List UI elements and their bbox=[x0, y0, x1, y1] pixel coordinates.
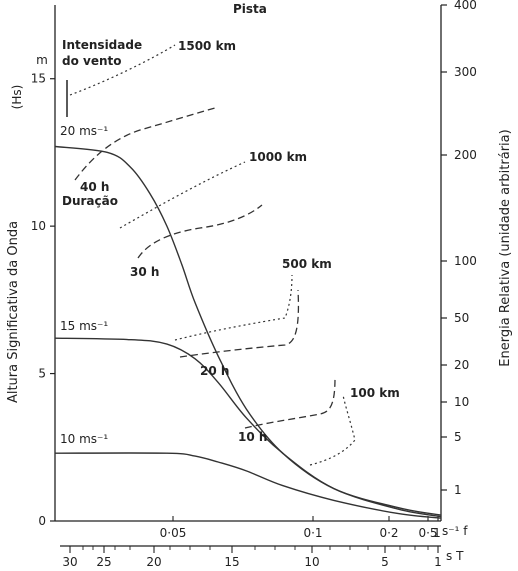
fetch-label: 1500 km bbox=[178, 39, 236, 53]
series-label-15ms: 15 ms⁻¹ bbox=[60, 319, 108, 333]
series-line-1 bbox=[54, 337, 442, 518]
series-line-2 bbox=[54, 452, 442, 519]
left-axis-title: Altura Significativa da Onda bbox=[6, 221, 21, 403]
period-tick-label: 10 bbox=[304, 555, 319, 569]
intensidade-label-1: Intensidade bbox=[62, 38, 142, 52]
right-tick-label: 400 bbox=[454, 0, 477, 12]
wave-height-curves bbox=[54, 145, 442, 519]
fetch-lines: 1500 km 1000 km 500 km 100 km bbox=[69, 39, 400, 466]
right-axis-title: Energia Relativa (unidade arbitrária) bbox=[498, 129, 513, 366]
duration-line-1 bbox=[137, 204, 263, 259]
period-tick-label: 30 bbox=[62, 555, 77, 569]
fetch-line-1 bbox=[119, 161, 246, 229]
right-tick-label: 300 bbox=[454, 65, 477, 79]
series-label-20ms: 20 ms⁻¹ bbox=[60, 124, 108, 138]
frequency-tick-label: 0·05 bbox=[160, 526, 187, 540]
period-tick-label: 5 bbox=[381, 555, 389, 569]
intensidade-label-2: do vento bbox=[62, 54, 122, 68]
fetch-line-3 bbox=[309, 394, 356, 466]
duration-label: 30 h bbox=[130, 265, 159, 279]
right-tick-label: 200 bbox=[454, 148, 477, 162]
duration-lines: 40 h 30 h 20 h 10 h bbox=[74, 107, 336, 444]
duration-label: 20 h bbox=[200, 364, 229, 378]
frequency-axis-ticks: 0·05 0·1 0·2 0·51 bbox=[160, 516, 441, 540]
left-tick-label: 5 bbox=[38, 367, 46, 381]
fetch-line-0 bbox=[69, 44, 176, 96]
period-axis-ticks: 30 25 20 15 10 5 1 bbox=[62, 546, 442, 569]
fetch-label: 500 km bbox=[282, 257, 332, 271]
right-tick-label: 10 bbox=[454, 395, 469, 409]
left-axis-ticks: 0 5 10 15 bbox=[31, 72, 55, 528]
period-unit: s T bbox=[446, 549, 464, 563]
period-tick-label: 1 bbox=[434, 555, 442, 569]
right-tick-label: 50 bbox=[454, 311, 469, 325]
duration-line-3 bbox=[244, 377, 336, 429]
frequency-unit: s⁻¹ f bbox=[442, 524, 468, 538]
right-tick-label: 20 bbox=[454, 358, 469, 372]
right-tick-label: 1 bbox=[454, 483, 462, 497]
period-tick-label: 25 bbox=[96, 555, 111, 569]
duration-label: 10 h bbox=[238, 430, 267, 444]
left-tick-label: 0 bbox=[38, 514, 46, 528]
duration-line-0 bbox=[74, 107, 216, 181]
frequency-tick-label: 0·1 bbox=[303, 526, 322, 540]
left-tick-label: 10 bbox=[31, 219, 46, 233]
left-tick-label: 15 bbox=[31, 72, 46, 86]
fetch-line-2 bbox=[174, 274, 293, 341]
frequency-tick-label: 1 bbox=[433, 526, 441, 540]
fetch-label: 1000 km bbox=[249, 150, 307, 164]
series-label-10ms: 10 ms⁻¹ bbox=[60, 432, 108, 446]
fetch-label: 100 km bbox=[350, 386, 400, 400]
duration-label: 40 h bbox=[80, 180, 109, 194]
frequency-tick-label: 0·2 bbox=[379, 526, 398, 540]
duracao-label: Duração bbox=[62, 194, 118, 208]
left-axis-unit: m bbox=[36, 53, 48, 67]
right-axis-ticks: 1 5 10 20 50 100 200 300 400 bbox=[441, 0, 477, 497]
duration-line-2 bbox=[179, 289, 300, 358]
right-tick-label: 5 bbox=[454, 430, 462, 444]
right-tick-label: 100 bbox=[454, 254, 477, 268]
pista-header: Pista bbox=[233, 2, 267, 16]
period-tick-label: 15 bbox=[224, 555, 239, 569]
frequency-tick-label: 0·5 bbox=[418, 526, 437, 540]
left-axis-symbol: (Hs) bbox=[10, 85, 24, 110]
period-tick-label: 20 bbox=[146, 555, 161, 569]
